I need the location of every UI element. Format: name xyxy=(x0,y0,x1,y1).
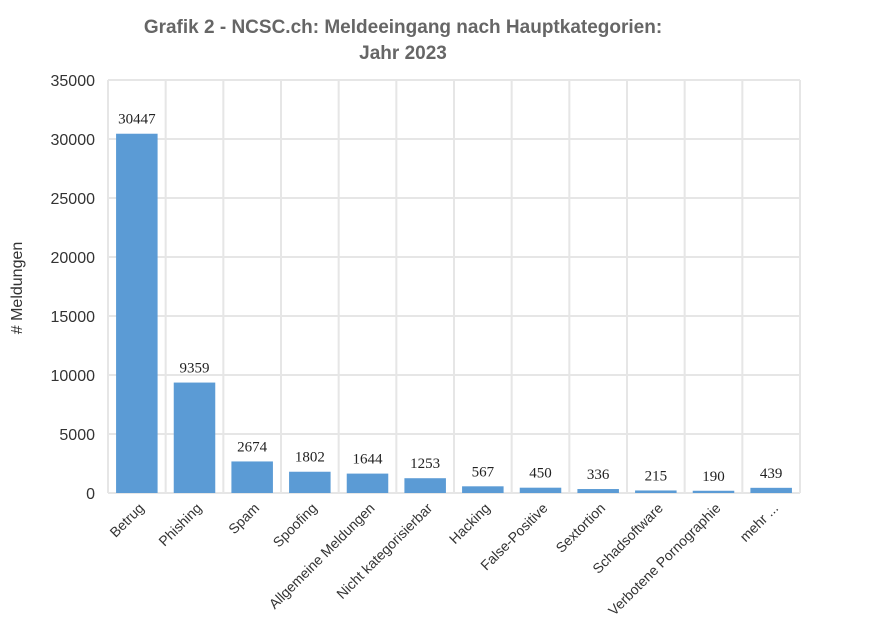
data-label: 9359 xyxy=(180,361,210,377)
y-axis-ticks: 0 5000 10000 15000 20000 25000 30000 35000 xyxy=(51,73,96,503)
data-label: 1802 xyxy=(295,450,325,466)
data-label: 1253 xyxy=(410,456,440,472)
x-tick-label: Verbotene Pornographie xyxy=(605,500,724,619)
data-label: 215 xyxy=(645,468,668,484)
y-tick-label: 10000 xyxy=(51,368,96,385)
x-tick-label: Hacking xyxy=(446,500,493,547)
data-label: 190 xyxy=(702,469,725,485)
bar xyxy=(750,487,792,493)
bar xyxy=(462,486,504,493)
chart-title-line-2: Jahr 2023 xyxy=(359,43,447,64)
x-tick-label: Nicht kategorisierbar xyxy=(333,500,435,602)
bar xyxy=(404,478,446,493)
y-tick-label: 35000 xyxy=(51,73,96,90)
y-tick-label: 20000 xyxy=(51,250,96,267)
gridlines xyxy=(107,79,801,494)
y-tick-label: 15000 xyxy=(51,309,96,326)
x-tick-label: Phishing xyxy=(155,500,204,549)
data-label: 336 xyxy=(587,467,610,483)
bar xyxy=(577,489,619,493)
data-label: 439 xyxy=(760,466,783,482)
bar xyxy=(635,490,677,493)
data-label: 1644 xyxy=(353,452,384,468)
x-tick-label: Betrug xyxy=(106,500,146,540)
x-tick-label: Sextortion xyxy=(552,500,608,556)
bar xyxy=(116,133,158,493)
bars xyxy=(116,133,792,493)
data-label: 567 xyxy=(472,464,495,480)
bar xyxy=(346,473,389,493)
x-tick-label: Spoofing xyxy=(270,500,320,550)
data-label: 450 xyxy=(529,466,552,482)
x-tick-label: mehr ... xyxy=(736,500,781,545)
y-tick-label: 30000 xyxy=(51,132,96,149)
data-labels: 30447 9359 2674 1802 1644 1253 567 450 336 215 190… xyxy=(118,112,782,485)
data-label: 30447 xyxy=(118,112,156,128)
y-tick-label: 0 xyxy=(86,486,95,503)
y-axis-label: # Meldungen xyxy=(9,242,26,335)
bar xyxy=(519,487,562,493)
bar xyxy=(692,490,735,493)
chart-title-line-1: Grafik 2 - NCSC.ch: Meldeeingang nach Ha… xyxy=(144,17,662,38)
data-label: 2674 xyxy=(237,439,268,455)
x-tick-label: Allgemeine Meldungen xyxy=(266,500,378,612)
bar xyxy=(173,382,216,493)
bar xyxy=(231,461,273,493)
x-tick-label: Spam xyxy=(225,500,262,537)
y-tick-label: 25000 xyxy=(51,191,96,208)
bar xyxy=(289,471,331,493)
y-tick-label: 5000 xyxy=(59,427,95,444)
